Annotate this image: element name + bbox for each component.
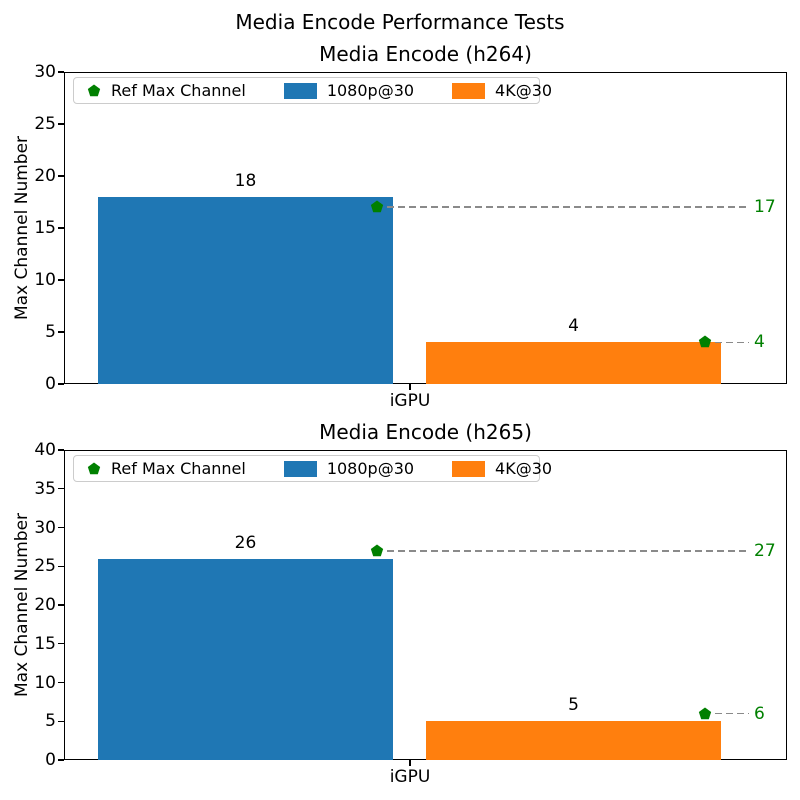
legend-swatch-4k-30 (452, 460, 486, 477)
legend-label-ref: Ref Max Channel (111, 459, 246, 478)
x-tick-label: iGPU (389, 391, 431, 411)
ref-dash-line (715, 341, 749, 344)
bar-value-label: 4 (568, 316, 579, 337)
bar-4k-30 (426, 721, 721, 760)
y-tick-mark (58, 604, 64, 606)
subplot-title: Media Encode (h265) (319, 420, 532, 444)
legend: Ref Max Channel 1080p@30 4K@30 (73, 455, 552, 482)
legend-pentagon-icon (87, 462, 101, 474)
legend-swatch-1080p-30 (283, 82, 317, 99)
ref-pentagon-icon (370, 200, 384, 213)
y-tick-mark (58, 643, 64, 645)
y-tick-label: 30 (34, 62, 56, 82)
y-tick-mark (58, 449, 64, 451)
legend-label-ref: Ref Max Channel (111, 81, 246, 100)
legend-ref-marker (87, 84, 101, 98)
ref-value-label: 17 (754, 197, 776, 218)
y-tick-label: 35 (34, 478, 56, 499)
y-tick-label: 10 (34, 672, 56, 693)
pentagon-shape (370, 544, 384, 556)
y-tick-mark (58, 759, 64, 761)
y-tick-label: 0 (45, 750, 56, 770)
ref-marker (698, 335, 712, 349)
y-tick-label: 20 (34, 166, 56, 186)
y-tick-label: 5 (45, 711, 56, 732)
legend-swatch-4k-30 (452, 82, 486, 99)
ref-dash-line (715, 712, 749, 715)
ref-pentagon-icon (698, 335, 712, 348)
y-tick-mark (58, 383, 64, 385)
pentagon-shape (698, 335, 712, 348)
y-tick-mark (58, 526, 64, 529)
bar-value-label: 26 (234, 532, 257, 553)
bar-value-label: 5 (568, 695, 579, 716)
figure-suptitle: Media Encode Performance Tests (235, 10, 565, 34)
y-tick-label: 15 (34, 218, 56, 238)
ref-value-label: 6 (754, 703, 765, 724)
ref-dash-line (387, 206, 749, 208)
y-tick-mark (58, 565, 64, 567)
legend-swatch-1080p-30 (283, 460, 317, 477)
bar-value-label: 18 (234, 170, 257, 191)
x-tick-mark (409, 384, 411, 390)
y-tick-mark (58, 227, 64, 229)
bar-1080p-30 (98, 558, 393, 760)
y-tick-mark (58, 71, 64, 73)
y-tick-label: 5 (45, 322, 56, 342)
legend: Ref Max Channel 1080p@30 4K@30 (73, 77, 552, 104)
ref-value-label: 27 (754, 540, 776, 561)
y-tick-mark (58, 279, 64, 281)
ref-pentagon-icon (370, 544, 384, 556)
ref-marker (698, 707, 712, 721)
legend-pentagon-icon (87, 84, 101, 96)
y-tick-mark (58, 488, 64, 490)
y-tick-label: 40 (34, 440, 56, 460)
bar-4k-30 (426, 342, 721, 384)
ref-pentagon-icon (698, 707, 712, 719)
x-tick-mark (409, 760, 411, 766)
y-axis-label: Max Channel Number (12, 512, 32, 698)
ref-marker (370, 544, 384, 558)
legend-label-4k-30: 4K@30 (495, 459, 553, 478)
y-tick-mark (58, 123, 64, 125)
axes-frame (64, 450, 787, 760)
y-axis-label: Max Channel Number (12, 135, 32, 321)
legend-label-1080p-30: 1080p@30 (326, 81, 415, 100)
ref-dash-line (387, 550, 749, 552)
pentagon-shape (698, 707, 712, 719)
y-tick-mark (58, 331, 64, 333)
subplot-title: Media Encode (h264) (319, 42, 532, 66)
x-tick-label: iGPU (389, 767, 431, 787)
y-tick-label: 10 (34, 270, 56, 290)
y-tick-label: 15 (34, 633, 56, 654)
y-tick-mark (58, 720, 64, 722)
pentagon-shape (87, 462, 101, 474)
legend-label-1080p-30: 1080p@30 (326, 459, 415, 478)
legend-ref-marker (87, 462, 101, 476)
y-tick-label: 30 (34, 517, 56, 538)
bar-1080p-30 (98, 196, 393, 384)
legend-label-4k-30: 4K@30 (495, 81, 553, 100)
y-tick-label: 20 (34, 595, 56, 615)
ref-marker (370, 200, 384, 214)
pentagon-shape (370, 200, 384, 213)
pentagon-shape (87, 84, 101, 96)
axes-frame (64, 72, 787, 384)
y-tick-label: 0 (45, 374, 56, 394)
ref-value-label: 4 (754, 332, 765, 353)
y-tick-label: 25 (34, 114, 56, 134)
y-tick-mark (58, 175, 64, 177)
y-tick-mark (58, 681, 64, 684)
y-tick-label: 25 (34, 556, 56, 577)
